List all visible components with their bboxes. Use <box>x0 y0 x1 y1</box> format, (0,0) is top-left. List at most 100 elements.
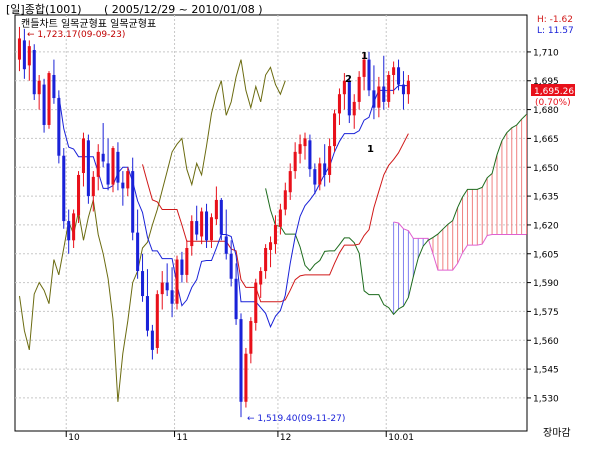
symbol-label: [일]종합(1001) <box>6 2 82 16</box>
candle-body <box>37 80 41 95</box>
candle-body <box>342 80 346 95</box>
candle-body <box>22 40 26 70</box>
candle-body <box>175 259 179 304</box>
candle-body <box>323 163 327 175</box>
candle-body <box>155 294 159 348</box>
candle-body <box>367 59 371 91</box>
candle-body <box>136 232 140 272</box>
candle-body <box>121 182 125 189</box>
candle-body <box>303 138 307 147</box>
candle-body <box>141 271 145 297</box>
y-tick-label: 1,680 <box>533 106 559 116</box>
candle-body <box>269 242 273 250</box>
candle-body <box>234 278 238 320</box>
candle-body <box>180 259 184 275</box>
candle-body <box>111 148 115 185</box>
candle-body <box>47 73 51 125</box>
max-price-annotation: ← 1,723.17(09-09-23) <box>27 30 125 40</box>
candle-body <box>308 140 312 170</box>
ichimoku-cloud <box>393 114 528 315</box>
wave-mark-1-top: 1 <box>361 51 368 62</box>
candle-body <box>205 211 209 241</box>
y-tick-label: 1,590 <box>533 279 559 289</box>
indicator-lines <box>19 59 527 402</box>
candle-body <box>131 171 135 233</box>
candle-body <box>72 213 76 241</box>
tenkan-sen-line <box>58 85 409 329</box>
candle-body <box>397 67 401 85</box>
low-value-label: L: 11.57 <box>537 26 574 36</box>
senkou-span-a-line <box>265 114 527 316</box>
candle-body <box>254 282 258 323</box>
candle-body <box>392 67 396 75</box>
current-price-badge <box>531 84 575 96</box>
candle-body <box>239 319 243 402</box>
candle-body <box>52 74 56 99</box>
current-price-value: 1,695.26 <box>534 87 574 97</box>
candle-body <box>219 199 223 235</box>
min-price-annotation: ← 1,519.40(09-11-27) <box>247 414 345 424</box>
candle-body <box>357 76 361 102</box>
candle-body <box>214 199 218 220</box>
candle-body <box>259 271 263 285</box>
candle-body <box>32 49 36 95</box>
wave-mark-1-bottom: 1 <box>367 144 374 155</box>
candle-body <box>77 174 81 216</box>
y-tick-label: 1,560 <box>533 337 559 347</box>
candle-body <box>278 209 282 227</box>
candle-body <box>273 224 277 245</box>
candle-body <box>126 171 130 189</box>
candle-body <box>62 155 66 222</box>
chart-subtitle: 캔들차트 일목균형표 일목균형표 <box>21 18 156 30</box>
candle-body <box>337 94 341 114</box>
y-tick-label: 1,620 <box>533 221 559 231</box>
x-tick-label: 11 <box>177 433 188 443</box>
y-tick-label: 1,545 <box>533 366 559 376</box>
candle-body <box>224 236 228 254</box>
candlestick-series <box>17 26 410 418</box>
candle-body <box>293 151 297 172</box>
candle-body <box>362 59 366 77</box>
senkou-span-b-line <box>393 221 527 271</box>
y-tick-label: 1,575 <box>533 308 559 318</box>
date-range-label: ( 2005/12/29 ~ 2010/01/08 ) <box>104 3 263 16</box>
candle-body <box>106 163 110 185</box>
y-tick-label: 1,605 <box>533 250 559 260</box>
candle-body <box>81 138 85 174</box>
candle-body <box>333 113 337 147</box>
candle-body <box>283 190 287 210</box>
candle-body <box>86 140 90 197</box>
y-tick-label: 1,650 <box>533 164 559 174</box>
candle-body <box>67 221 71 241</box>
candle-body <box>116 151 120 183</box>
candle-body <box>264 247 268 272</box>
candle-body <box>352 101 356 116</box>
candle-body <box>170 290 174 304</box>
candle-body <box>298 144 302 154</box>
candle-body <box>372 90 376 108</box>
candle-body <box>165 282 169 291</box>
candle-body <box>17 38 21 60</box>
candle-body <box>150 330 154 350</box>
candle-body <box>229 253 233 279</box>
market-closed-label: 장마감 <box>543 427 571 439</box>
y-tick-label: 1,710 <box>533 48 559 58</box>
y-tick-label: 1,635 <box>533 193 559 203</box>
candle-body <box>42 84 46 125</box>
candle-body <box>328 146 332 175</box>
candle-body <box>249 321 253 354</box>
candle-body <box>406 80 410 95</box>
candle-body <box>387 74 391 102</box>
candle-body <box>91 176 95 197</box>
candle-body <box>190 221 194 247</box>
candle-body <box>101 153 105 162</box>
candle-body <box>377 86 381 108</box>
candle-body <box>318 163 322 185</box>
candle-body <box>160 282 164 295</box>
chikou-span-line <box>19 59 286 402</box>
high-value-label: H: -1.62 <box>537 15 573 25</box>
x-axis: 10 11 12 10.01 <box>65 431 414 443</box>
candle-body <box>313 169 317 185</box>
candle-body <box>382 86 386 102</box>
